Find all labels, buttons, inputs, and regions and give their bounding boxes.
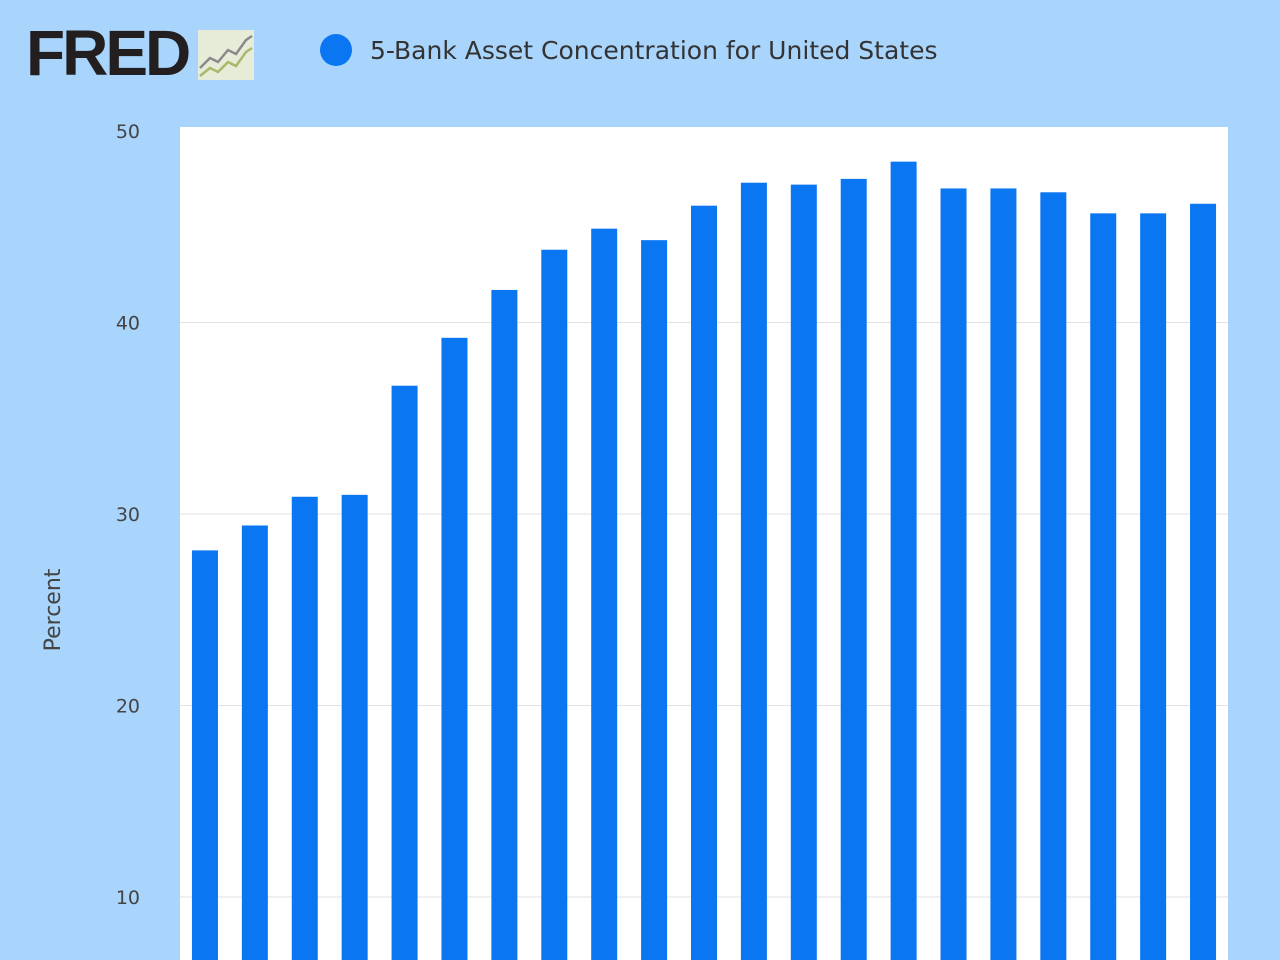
bar[interactable]	[241, 525, 268, 960]
bar[interactable]	[541, 249, 568, 960]
y-axis-label: Percent	[41, 568, 66, 651]
bar[interactable]	[391, 385, 418, 960]
bar[interactable]	[790, 184, 817, 960]
bar[interactable]	[491, 289, 518, 960]
bar[interactable]	[740, 182, 767, 960]
bar[interactable]	[591, 228, 618, 960]
line-chart-icon	[198, 30, 255, 80]
y-axis-ticks: 10 20 30 40 50	[116, 121, 140, 909]
y-tick-label: 40	[116, 313, 140, 335]
bar[interactable]	[441, 337, 468, 960]
bar[interactable]	[1040, 192, 1067, 960]
bar[interactable]	[890, 161, 917, 960]
bar[interactable]	[1140, 213, 1167, 960]
bar[interactable]	[840, 178, 867, 960]
legend-marker[interactable]	[320, 34, 352, 66]
y-tick-label: 20	[116, 696, 140, 718]
bar[interactable]	[291, 496, 318, 960]
y-tick-label: 10	[116, 887, 140, 909]
fred-logo[interactable]: FRED	[26, 17, 255, 89]
bar[interactable]	[641, 240, 668, 960]
bar[interactable]	[990, 188, 1017, 960]
y-tick-label: 50	[116, 121, 140, 143]
bar[interactable]	[1090, 213, 1117, 960]
bar[interactable]	[691, 205, 717, 960]
bar[interactable]	[1190, 203, 1217, 960]
bar[interactable]	[191, 550, 218, 960]
legend-label[interactable]: 5-Bank Asset Concentration for United St…	[370, 35, 938, 65]
fred-logo-text: FRED	[26, 17, 191, 89]
bar[interactable]	[940, 188, 967, 960]
chart-legend: 5-Bank Asset Concentration for United St…	[320, 34, 937, 66]
bar[interactable]	[341, 494, 368, 960]
y-tick-label: 30	[116, 504, 140, 526]
bars	[191, 161, 1217, 960]
